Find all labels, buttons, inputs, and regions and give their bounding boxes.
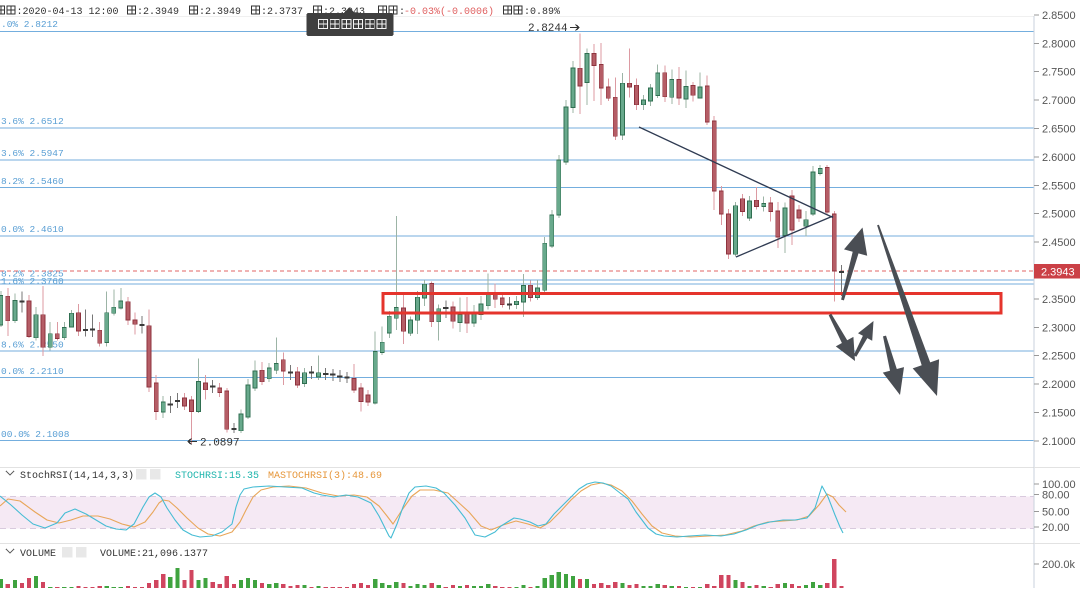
svg-text::2020-04-13 12:00: :2020-04-13 12:00 — [17, 7, 119, 18]
svg-text:2.1000: 2.1000 — [1042, 436, 1076, 448]
svg-text:2.7500: 2.7500 — [1042, 67, 1076, 79]
svg-text:8.2% 2.5460: 8.2% 2.5460 — [1, 176, 64, 187]
svg-text:8.6% 2.2550: 8.6% 2.2550 — [1, 340, 64, 351]
svg-text::2.3949: :2.3949 — [199, 7, 241, 18]
svg-text:2.3943: 2.3943 — [1041, 267, 1075, 279]
svg-text:2.7000: 2.7000 — [1042, 95, 1076, 107]
svg-text:0.0% 2.2110: 0.0% 2.2110 — [1, 366, 64, 377]
svg-text::: : — [399, 7, 405, 18]
svg-text:00.0% 2.1008: 00.0% 2.1008 — [1, 429, 70, 440]
svg-text:VOLUME:21,096.1377: VOLUME:21,096.1377 — [100, 549, 208, 560]
svg-text:2.2500: 2.2500 — [1042, 351, 1076, 363]
svg-text:2.0897: 2.0897 — [200, 438, 240, 450]
svg-text:2.6000: 2.6000 — [1042, 152, 1076, 164]
svg-text:2.3000: 2.3000 — [1042, 322, 1076, 334]
svg-text:100.00: 100.00 — [1042, 479, 1076, 491]
svg-text:2.4500: 2.4500 — [1042, 237, 1076, 249]
svg-text::2.3737: :2.3737 — [261, 7, 303, 18]
svg-text:2.6500: 2.6500 — [1042, 124, 1076, 136]
svg-text:3.6% 2.5947: 3.6% 2.5947 — [1, 148, 64, 159]
svg-text:2.1500: 2.1500 — [1042, 408, 1076, 420]
svg-text:20.00: 20.00 — [1042, 522, 1070, 534]
svg-text:2.8000: 2.8000 — [1042, 38, 1076, 50]
svg-text:0.0% 2.4610: 0.0% 2.4610 — [1, 224, 64, 235]
svg-text:VOLUME: VOLUME — [20, 549, 56, 560]
svg-text:2.8500: 2.8500 — [1042, 10, 1076, 22]
svg-text:.0% 2.8212: .0% 2.8212 — [1, 19, 58, 30]
svg-text:50.00: 50.00 — [1042, 506, 1070, 518]
svg-text:StochRSI(14,14,3,3): StochRSI(14,14,3,3) — [20, 470, 134, 482]
svg-text:STOCHRSI:15.35: STOCHRSI:15.35 — [175, 471, 259, 482]
svg-text:2.5500: 2.5500 — [1042, 180, 1076, 192]
svg-text:200.0k: 200.0k — [1042, 559, 1076, 571]
svg-text::0.89%: :0.89% — [524, 7, 560, 18]
svg-text:MASTOCHRSI(3):48.69: MASTOCHRSI(3):48.69 — [268, 470, 382, 482]
svg-text:80.00: 80.00 — [1042, 489, 1070, 501]
svg-text:1.6% 2.3760: 1.6% 2.3760 — [1, 276, 64, 287]
svg-text:-0.03%(-0.0006): -0.03%(-0.0006) — [404, 6, 494, 18]
svg-text:3.6% 2.6512: 3.6% 2.6512 — [1, 116, 64, 127]
svg-text:8.2% 2.3825: 8.2% 2.3825 — [1, 269, 64, 280]
svg-text:2.2000: 2.2000 — [1042, 379, 1076, 391]
svg-text::2.3949: :2.3949 — [137, 7, 179, 18]
svg-text:2.3500: 2.3500 — [1042, 294, 1076, 306]
svg-text:2.5000: 2.5000 — [1042, 209, 1076, 221]
svg-text:2.8244: 2.8244 — [528, 23, 568, 35]
